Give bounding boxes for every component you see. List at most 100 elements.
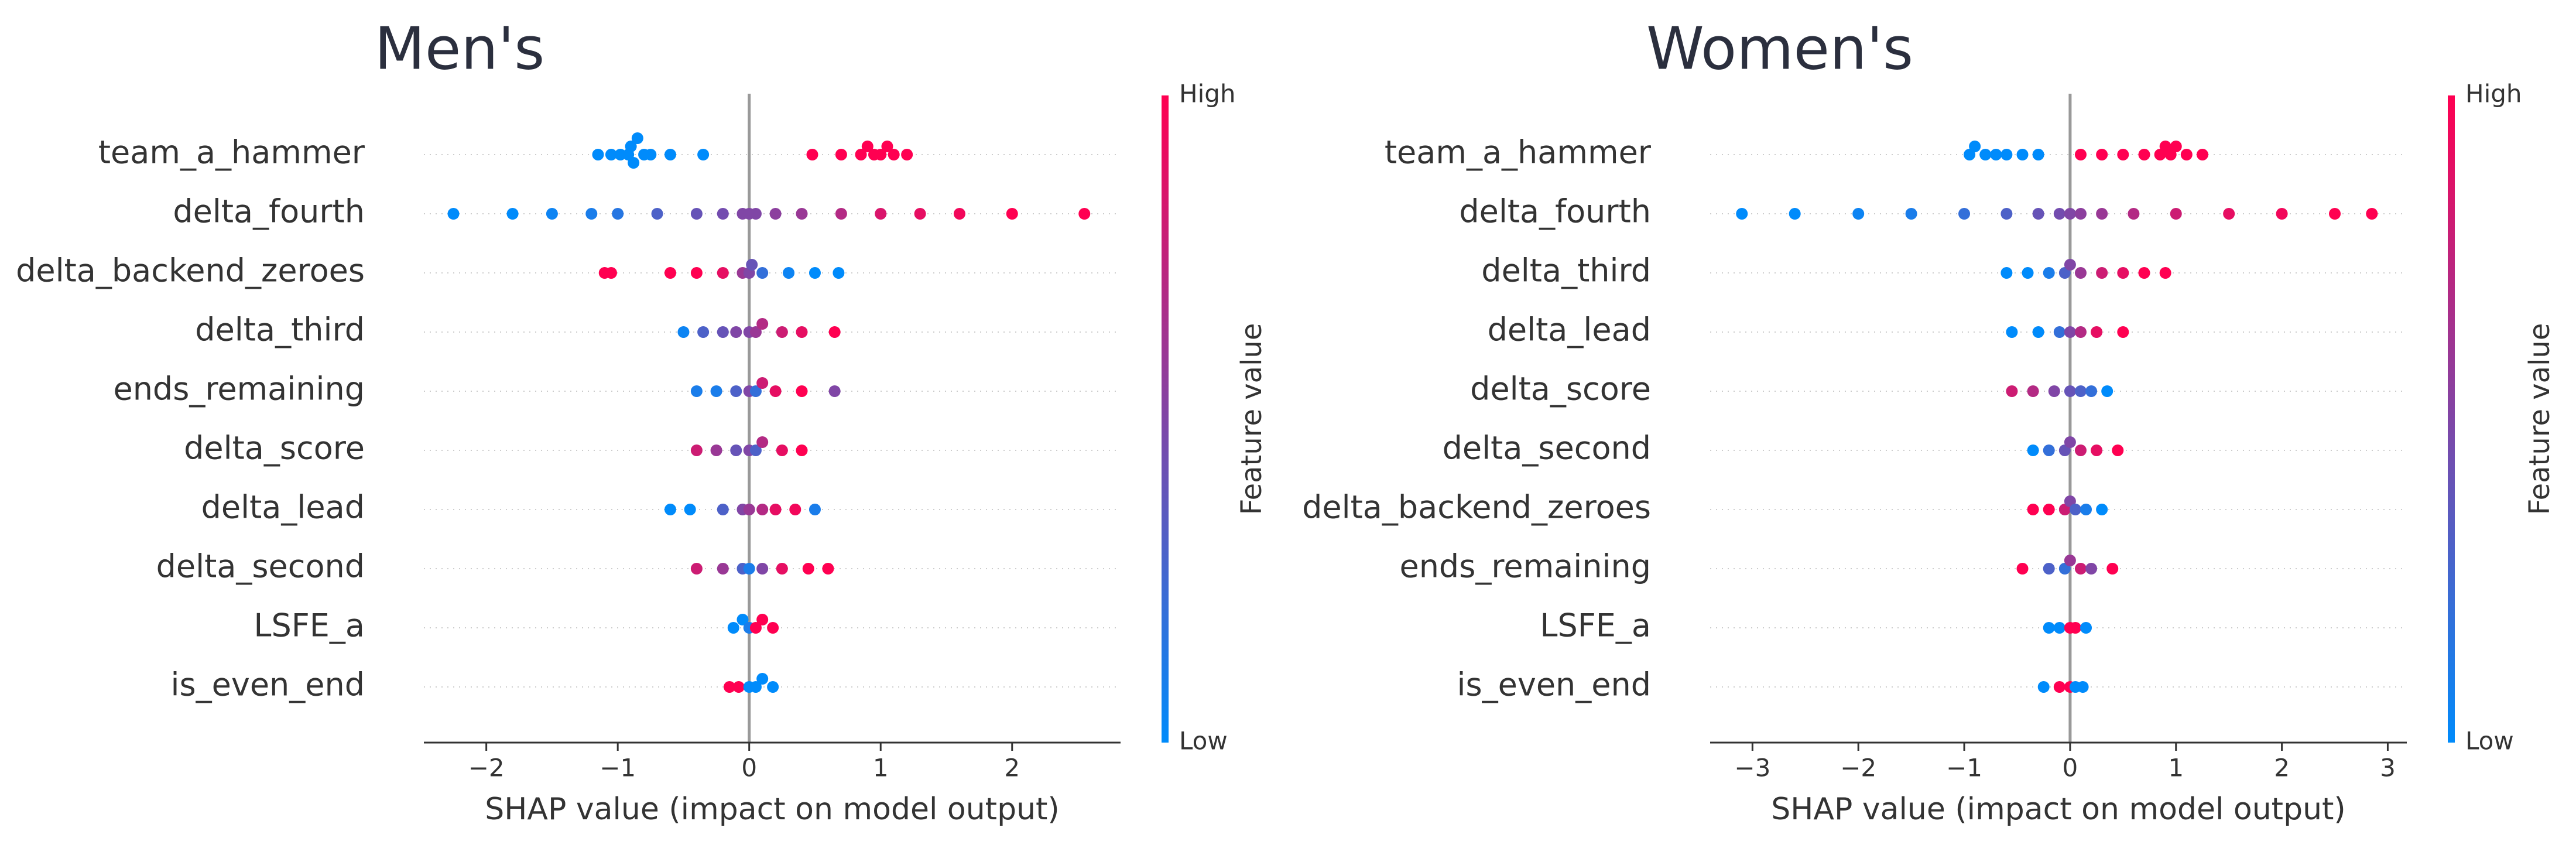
feature-label: LSFE_a: [254, 607, 365, 644]
shap-dot: [2053, 622, 2065, 634]
shap-dot: [743, 563, 755, 575]
shap-dot: [2117, 149, 2129, 160]
shap-dot: [861, 141, 873, 152]
feature-label: team_a_hammer: [1385, 134, 1652, 171]
shap-dot: [828, 326, 841, 338]
shap-dot: [2180, 149, 2193, 160]
feature-label: delta_second: [156, 548, 365, 585]
x-tick-label: 3: [2380, 754, 2396, 782]
x-tick-label: −2: [1840, 754, 1876, 782]
shap-dot: [796, 444, 808, 456]
x-tick-label: −2: [468, 754, 505, 782]
shap-dot: [730, 326, 742, 338]
shap-dot: [2170, 141, 2182, 152]
shap-dot: [717, 267, 729, 279]
shap-dot: [809, 504, 821, 515]
shap-dot: [783, 267, 795, 279]
shap-dot: [2064, 436, 2076, 448]
shap-dot: [749, 385, 762, 397]
shap-dot: [2080, 622, 2092, 634]
shap-dot: [2064, 208, 2076, 220]
feature-label: team_a_hammer: [98, 134, 365, 171]
shap-dot: [690, 208, 703, 220]
shap-dot: [2032, 149, 2044, 160]
shap-dot: [585, 208, 598, 220]
x-tick-label: 2: [2274, 754, 2290, 782]
shap-dot: [628, 157, 640, 169]
shap-dot: [724, 681, 736, 693]
shap-dot: [677, 326, 690, 338]
shap-dot: [651, 208, 663, 220]
shap-dot: [612, 208, 624, 220]
shap-dot: [756, 377, 769, 389]
shap-dot: [881, 141, 893, 152]
shap-dot: [855, 149, 867, 160]
colorbar-label: Feature value: [1235, 323, 1268, 515]
shap-dot: [796, 208, 808, 220]
shap-dot: [2074, 267, 2087, 279]
shap-dot: [2159, 267, 2171, 279]
shap-dot: [749, 681, 762, 693]
feature-label: LSFE_a: [1540, 607, 1651, 644]
shap-dot: [2074, 326, 2087, 338]
shap-dot: [2064, 259, 2076, 271]
shap-dot: [875, 149, 887, 160]
shap-dot: [2032, 326, 2044, 338]
shap-dot: [756, 436, 769, 448]
shap-dot: [717, 563, 729, 575]
shap-dot: [2043, 622, 2055, 634]
shap-dot: [2027, 385, 2039, 397]
shap-dot: [625, 141, 637, 152]
shap-dot: [835, 149, 847, 160]
shap-dot: [2053, 326, 2065, 338]
shap-dot: [756, 267, 769, 279]
chart-title: Women's: [1646, 14, 1913, 83]
shap-dot: [2074, 149, 2087, 160]
shap-dot: [1990, 149, 2002, 160]
shap-dot: [732, 681, 745, 693]
shap-dot: [2048, 385, 2060, 397]
shap-dot: [2091, 444, 2103, 456]
x-tick-label: 1: [2168, 754, 2184, 782]
shap-dot: [710, 444, 722, 456]
shap-dot: [756, 504, 769, 515]
shap-dot: [769, 504, 782, 515]
shap-dot: [776, 444, 788, 456]
shap-dot: [806, 149, 818, 160]
x-tick-label: 2: [1004, 754, 1020, 782]
feature-label: is_even_end: [171, 666, 365, 703]
shap-dot: [664, 504, 676, 515]
shap-dot: [914, 208, 926, 220]
shap-dot: [717, 326, 729, 338]
shap-dot: [2196, 149, 2208, 160]
shap-dot: [888, 149, 900, 160]
shap-dot: [2138, 267, 2150, 279]
shap-dot: [717, 504, 729, 515]
shap-dot: [684, 504, 696, 515]
shap-dot: [2112, 444, 2124, 456]
shap-dot: [2128, 208, 2140, 220]
shap-dot: [2043, 504, 2055, 515]
shap-dot: [690, 563, 703, 575]
shap-dot: [796, 326, 808, 338]
shap-dot: [605, 267, 617, 279]
shap-dot: [1736, 208, 1748, 220]
shap-dot: [2027, 444, 2039, 456]
shap-dot: [746, 259, 758, 271]
shap-dot: [2170, 208, 2182, 220]
shap-dot: [2064, 326, 2076, 338]
shap-dot: [2064, 555, 2076, 566]
shap-dot: [2138, 149, 2150, 160]
shap-dot: [2101, 385, 2113, 397]
shap-dot: [767, 622, 779, 634]
shap-dot: [2069, 504, 2081, 515]
x-tick-label: −3: [1734, 754, 1770, 782]
shap-dot: [828, 385, 841, 397]
shap-dot: [2085, 563, 2098, 575]
shap-dot: [1789, 208, 1801, 220]
shap-dot: [749, 208, 762, 220]
x-axis-label: SHAP value (impact on model output): [1771, 792, 2345, 827]
colorbar-low: Low: [1179, 727, 1228, 755]
shap-dot: [631, 132, 643, 144]
